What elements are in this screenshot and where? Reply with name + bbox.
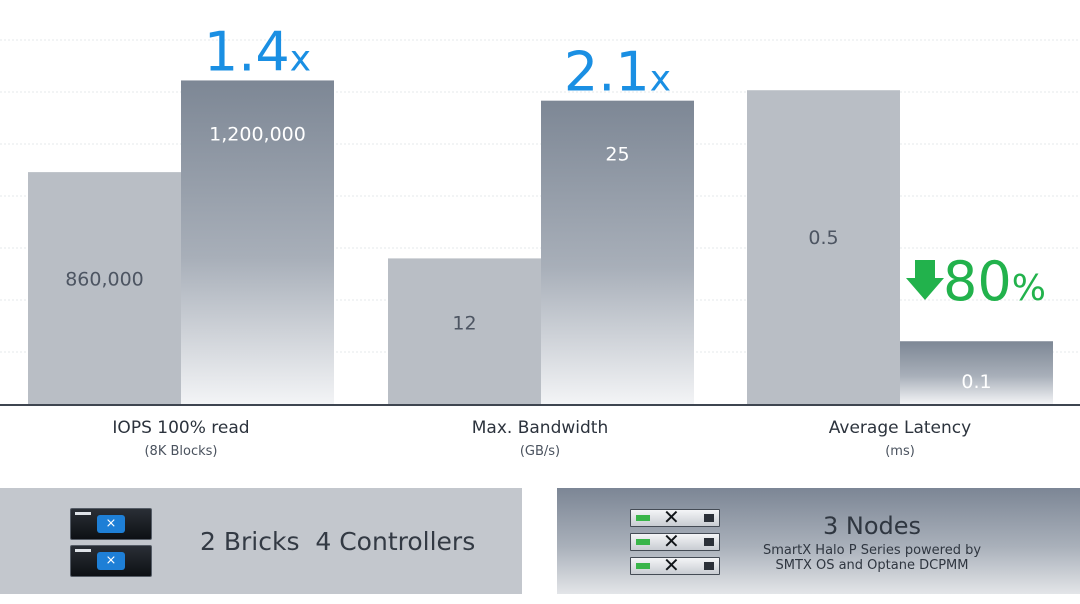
category-subtitle: (ms) [885,444,915,459]
data-label: 0.1 [961,371,991,393]
bar-baseline-1 [388,258,541,404]
server-node-icon: ✕ [630,531,720,551]
annotation-number: 80 [943,250,1012,313]
bar-baseline-2 [747,90,900,404]
nodes-subtitle-line-2: SMTX OS and Optane DCPMM [775,558,969,573]
improvement-annotation: 1.4x [204,20,311,83]
server-node-icon: ✕ [630,555,720,575]
bricks-panel-text: 2 Bricks 4 Controllers [200,527,476,556]
data-label: 25 [605,144,629,166]
category-title: IOPS 100% read [112,418,250,438]
bar-new-2 [900,341,1053,404]
category-title: Average Latency [828,418,972,438]
category-label-bandwidth: Max. Bandwidth (GB/s) [390,418,690,459]
annotation-number: 1.4 [204,20,290,83]
category-label-iops: IOPS 100% read (8K Blocks) [31,418,331,459]
improvement-annotation: 2.1x [564,41,671,104]
annotation-suffix: x [650,59,671,100]
annotation-suffix: % [1012,268,1046,309]
storage-brick-icon: ⨯ [70,508,152,540]
down-arrow-icon [906,260,944,300]
data-label: 12 [452,313,476,335]
category-title: Max. Bandwidth [471,418,609,438]
annotation-number: 2.1 [564,41,650,104]
annotation-suffix: x [290,38,311,79]
nodes-panel-subtitle: SmartX Halo P Series powered by SMTX OS … [727,543,1017,573]
category-label-latency: Average Latency (ms) [750,418,1050,459]
category-subtitle: (8K Blocks) [144,444,218,459]
nodes-panel-title: 3 Nodes [822,512,922,540]
bar-new-1 [541,100,694,405]
data-label: 0.5 [808,227,838,249]
category-subtitle: (GB/s) [519,444,561,459]
nodes-subtitle-line-1: SmartX Halo P Series powered by [762,543,982,558]
performance-chart: 860,000 1,200,000 1.4x 12 25 2.1x 0.5 0.1 80% [0,20,1080,406]
server-node-icon: ✕ [630,507,720,527]
bar-new-0 [181,80,334,404]
storage-brick-icon: ⨯ [70,545,152,577]
data-label: 1,200,000 [209,123,306,145]
improvement-annotation: 80% [943,250,1046,313]
data-label: 860,000 [65,269,144,291]
bar-baseline-0 [28,172,181,404]
